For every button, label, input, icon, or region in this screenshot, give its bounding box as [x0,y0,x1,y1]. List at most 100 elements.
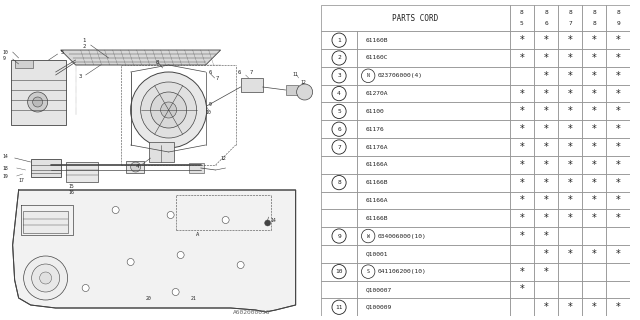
Text: 5: 5 [337,109,341,114]
Bar [534,281,558,298]
Text: 3: 3 [337,73,341,78]
Bar [582,298,606,316]
Text: *: * [592,213,596,223]
Text: 2: 2 [337,55,341,60]
Circle shape [362,69,375,83]
Bar [148,142,173,162]
Text: *: * [520,213,524,223]
Text: S: S [367,269,370,274]
Text: *: * [616,35,621,45]
Text: *: * [520,160,524,170]
Bar [606,102,630,120]
Circle shape [141,82,196,138]
Text: *: * [568,71,573,81]
Circle shape [332,51,346,65]
Text: *: * [520,178,524,188]
Text: *: * [543,196,548,205]
Text: 8: 8 [337,180,341,185]
Bar [357,156,510,174]
Bar [534,298,558,316]
Text: 10: 10 [335,269,343,274]
Text: 8: 8 [593,10,596,15]
Bar [534,49,558,67]
Bar [534,67,558,85]
Bar [510,156,534,174]
Bar [534,31,558,49]
Bar [510,102,534,120]
Circle shape [332,86,346,101]
Circle shape [332,265,346,279]
Circle shape [82,284,89,292]
Text: 61166B: 61166B [366,180,388,185]
Text: 4: 4 [136,164,139,170]
Circle shape [167,212,174,219]
Text: 61270A: 61270A [366,91,388,96]
Bar [321,227,357,245]
Text: *: * [520,124,524,134]
Text: 17: 17 [19,178,24,182]
Bar [321,5,510,31]
Bar [558,156,582,174]
Text: *: * [592,35,596,45]
Text: 20: 20 [146,295,152,300]
Bar [582,281,606,298]
Text: *: * [592,249,596,259]
Bar [534,227,558,245]
Circle shape [332,69,346,83]
Text: *: * [592,89,596,99]
Bar [558,227,582,245]
Bar [534,263,558,281]
Text: *: * [520,284,524,294]
Text: *: * [616,160,621,170]
Bar [582,49,606,67]
Polygon shape [61,50,221,65]
Circle shape [33,97,43,107]
Text: *: * [616,124,621,134]
Text: *: * [616,213,621,223]
Text: 8: 8 [544,10,548,15]
Bar [357,209,510,227]
Bar [31,159,61,177]
Text: 7: 7 [216,76,219,82]
Text: 10: 10 [3,50,8,54]
Text: 9: 9 [616,21,620,26]
Circle shape [24,256,68,300]
Text: 10: 10 [205,110,211,116]
Bar [558,281,582,298]
Bar [582,191,606,209]
Text: 4: 4 [337,91,341,96]
Text: 8: 8 [593,21,596,26]
Text: 61166A: 61166A [366,162,388,167]
Circle shape [297,84,312,100]
Bar [558,209,582,227]
Text: Q10001: Q10001 [366,251,388,256]
Text: *: * [616,249,621,259]
Text: *: * [568,196,573,205]
Text: *: * [592,106,596,116]
Text: 6: 6 [544,21,548,26]
Bar [534,102,558,120]
Circle shape [222,217,229,223]
Bar [582,102,606,120]
Bar [606,85,630,102]
Text: *: * [568,35,573,45]
Bar [582,85,606,102]
Bar [558,120,582,138]
Text: 9: 9 [3,57,6,61]
Text: *: * [520,53,524,63]
Text: 11: 11 [292,73,298,77]
Bar [558,298,582,316]
Circle shape [332,175,346,190]
Bar [534,120,558,138]
Text: 9: 9 [209,102,211,108]
Bar [606,281,630,298]
Text: 12: 12 [221,156,227,161]
Text: 8: 8 [156,60,159,65]
Text: 61176A: 61176A [366,145,388,149]
Bar [606,67,630,85]
Bar [558,245,582,263]
Bar [357,281,510,298]
Text: *: * [592,71,596,81]
Bar [606,227,630,245]
Bar [321,67,357,85]
